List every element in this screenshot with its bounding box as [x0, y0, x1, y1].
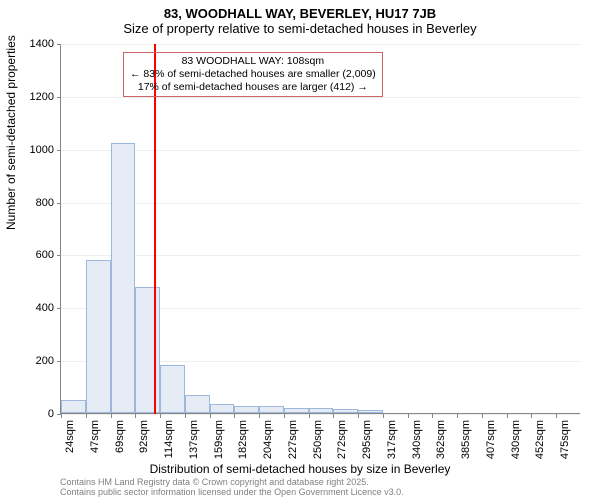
xtick-mark: [135, 414, 136, 418]
chart-area: 020040060080010001200140024sqm47sqm69sqm…: [60, 44, 580, 414]
xtick-mark: [185, 414, 186, 418]
ytick-label: 1400: [14, 38, 54, 50]
xtick-mark: [383, 414, 384, 418]
ytick-mark: [57, 308, 61, 309]
gridline: [61, 150, 581, 151]
x-axis-label: Distribution of semi-detached houses by …: [0, 462, 600, 476]
xtick-mark: [160, 414, 161, 418]
ytick-mark: [57, 150, 61, 151]
footer-line2: Contains public sector information licen…: [60, 488, 404, 498]
xtick-mark: [556, 414, 557, 418]
ytick-label: 200: [14, 355, 54, 367]
ytick-mark: [57, 203, 61, 204]
xtick-mark: [61, 414, 62, 418]
histogram-bar: [358, 410, 383, 413]
xtick-mark: [309, 414, 310, 418]
histogram-bar: [111, 143, 136, 413]
xtick-mark: [408, 414, 409, 418]
xtick-mark: [210, 414, 211, 418]
xtick-mark: [482, 414, 483, 418]
chart-container: 83, WOODHALL WAY, BEVERLEY, HU17 7JB Siz…: [0, 0, 600, 500]
ytick-mark: [57, 44, 61, 45]
xtick-mark: [284, 414, 285, 418]
xtick-mark: [432, 414, 433, 418]
annotation-line2: ← 83% of semi-detached houses are smalle…: [130, 68, 376, 81]
xtick-mark: [86, 414, 87, 418]
xtick-mark: [111, 414, 112, 418]
ytick-label: 600: [14, 249, 54, 261]
ytick-label: 800: [14, 197, 54, 209]
ytick-label: 1200: [14, 91, 54, 103]
ytick-label: 400: [14, 302, 54, 314]
xtick-mark: [259, 414, 260, 418]
xtick-mark: [358, 414, 359, 418]
histogram-bar: [284, 408, 309, 413]
histogram-bar: [61, 400, 86, 413]
plot-region: 020040060080010001200140024sqm47sqm69sqm…: [60, 44, 580, 414]
histogram-bar: [160, 365, 185, 413]
ytick-label: 0: [14, 408, 54, 420]
chart-title-sub: Size of property relative to semi-detach…: [0, 21, 600, 40]
histogram-bar: [210, 404, 235, 413]
chart-title-main: 83, WOODHALL WAY, BEVERLEY, HU17 7JB: [0, 0, 600, 21]
footer-attribution: Contains HM Land Registry data © Crown c…: [60, 478, 404, 498]
xtick-mark: [531, 414, 532, 418]
annotation-line1: 83 WOODHALL WAY: 108sqm: [130, 55, 376, 68]
gridline: [61, 44, 581, 45]
histogram-bar: [135, 287, 160, 413]
histogram-bar: [333, 409, 358, 413]
histogram-bar: [259, 406, 284, 413]
xtick-mark: [457, 414, 458, 418]
xtick-mark: [333, 414, 334, 418]
annotation-box: 83 WOODHALL WAY: 108sqm← 83% of semi-det…: [123, 52, 383, 97]
histogram-bar: [86, 260, 111, 413]
ytick-mark: [57, 255, 61, 256]
ytick-label: 1000: [14, 144, 54, 156]
histogram-bar: [309, 408, 334, 413]
reference-line: [154, 44, 156, 414]
gridline: [61, 414, 581, 415]
gridline: [61, 255, 581, 256]
xtick-mark: [234, 414, 235, 418]
histogram-bar: [185, 395, 210, 414]
gridline: [61, 203, 581, 204]
ytick-mark: [57, 361, 61, 362]
ytick-mark: [57, 97, 61, 98]
annotation-line3: 17% of semi-detached houses are larger (…: [130, 81, 376, 94]
xtick-mark: [507, 414, 508, 418]
histogram-bar: [234, 406, 259, 413]
